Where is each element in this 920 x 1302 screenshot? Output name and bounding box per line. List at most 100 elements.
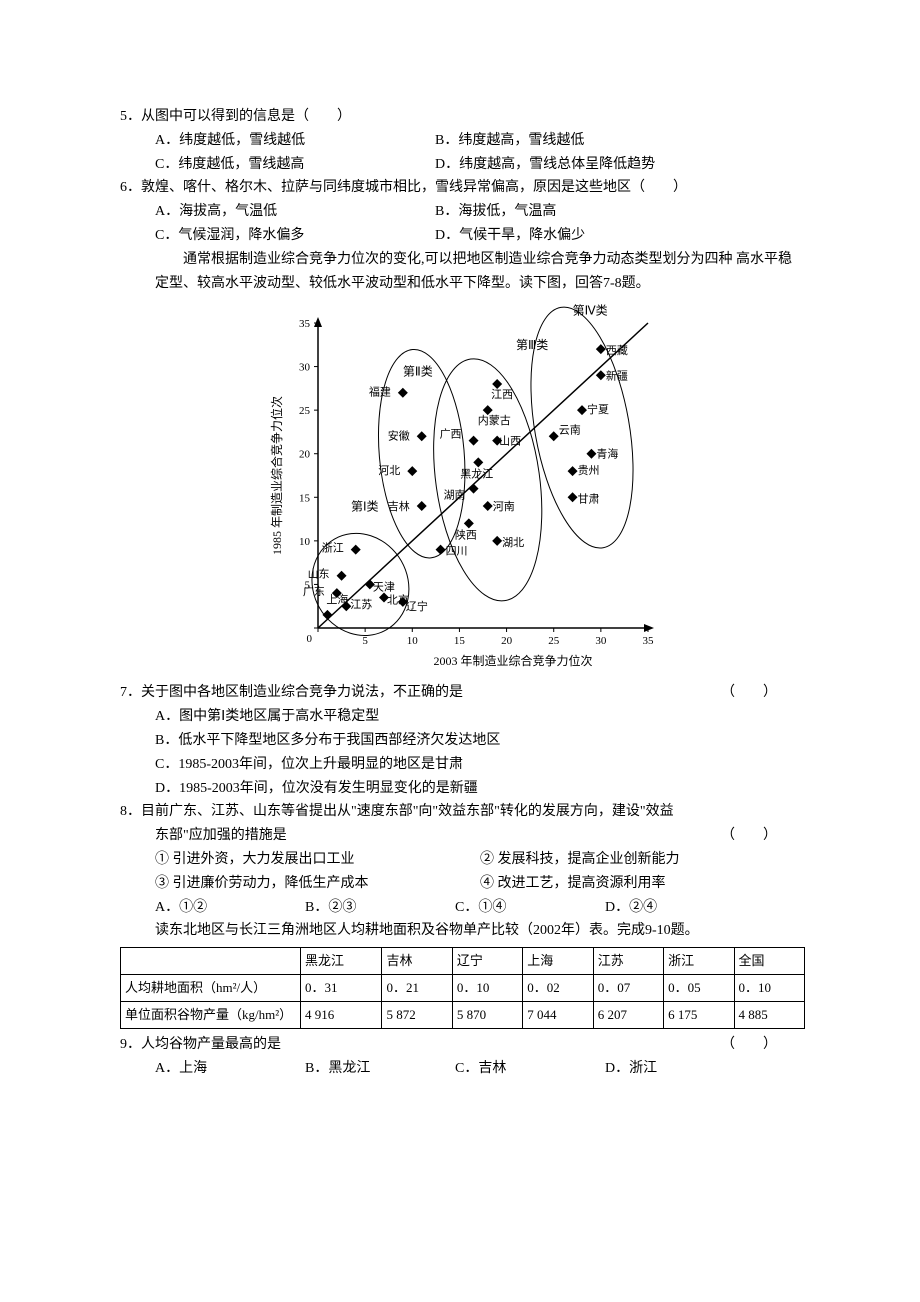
q8-item-4: ④ 改进工艺，提高资源利用率 bbox=[480, 872, 805, 896]
scatter-chart: 5101520253035510152025303502003 年制造业综合竞争… bbox=[120, 303, 805, 673]
svg-text:宁夏: 宁夏 bbox=[587, 403, 609, 417]
question-6-stem: 6．敦煌、喀什、格尔木、拉萨与同纬度城市相比，雪线异常偏高，原因是这些地区（ ） bbox=[120, 176, 805, 200]
svg-text:0: 0 bbox=[306, 633, 312, 645]
table-cell: 人均耕地面积（hm²/人） bbox=[121, 975, 301, 1002]
svg-text:河北: 河北 bbox=[378, 465, 400, 478]
svg-text:10: 10 bbox=[406, 635, 418, 647]
svg-text:湖北: 湖北 bbox=[502, 536, 524, 549]
svg-text:5: 5 bbox=[362, 635, 368, 647]
q8-items-row2: ③ 引进廉价劳动力，降低生产成本 ④ 改进工艺，提高资源利用率 bbox=[120, 872, 805, 896]
q7-option-b: B．低水平下降型地区多分布于我国西部经济欠发达地区 bbox=[120, 729, 805, 753]
table-cell: 4 916 bbox=[301, 1002, 382, 1029]
svg-text:湖南: 湖南 bbox=[443, 489, 465, 502]
svg-text:25: 25 bbox=[548, 635, 560, 647]
svg-text:第Ⅲ类: 第Ⅲ类 bbox=[516, 339, 548, 353]
svg-text:第Ⅰ类: 第Ⅰ类 bbox=[351, 500, 379, 514]
table-header-cell: 全国 bbox=[734, 948, 804, 975]
q7-stem-text: 7．关于图中各地区制造业综合竞争力说法，不正确的是 bbox=[120, 681, 463, 705]
table-header-cell: 上海 bbox=[523, 948, 593, 975]
q8-option-a: A．①② bbox=[155, 896, 305, 920]
table-cell: 0．10 bbox=[734, 975, 804, 1002]
svg-text:陕西: 陕西 bbox=[454, 528, 476, 542]
q6-row-cd: C．气候湿润，降水偏多 D．气候干旱，降水偏少 bbox=[120, 224, 805, 248]
q8-items-row1: ① 引进外资，大力发展出口工业 ② 发展科技，提高企业创新能力 bbox=[120, 848, 805, 872]
q8-option-b: B．②③ bbox=[305, 896, 455, 920]
svg-text:天津: 天津 bbox=[372, 581, 394, 594]
q5-option-c: C．纬度越低，雪线越高 bbox=[155, 153, 435, 177]
passage-2: 读东北地区与长江三角洲地区人均耕地面积及谷物单产比较（2002年）表。完成9-1… bbox=[120, 919, 805, 943]
table-cell: 6 207 bbox=[593, 1002, 663, 1029]
table-header-row: 黑龙江吉林辽宁上海江苏浙江全国 bbox=[121, 948, 805, 975]
q8-option-d: D．②④ bbox=[605, 896, 755, 920]
q8-option-c: C．①④ bbox=[455, 896, 605, 920]
table-row: 人均耕地面积（hm²/人）0．310．210．100．020．070．050．1… bbox=[121, 975, 805, 1002]
q5-row-ab: A．纬度越低，雪线越低 B．纬度越高，雪线越低 bbox=[120, 129, 805, 153]
question-9-stem: 9．人均谷物产量最高的是 （ ） bbox=[120, 1033, 805, 1057]
svg-text:云南: 云南 bbox=[558, 424, 580, 437]
q6-option-a: A．海拔高，气温低 bbox=[155, 200, 435, 224]
table-header-cell: 浙江 bbox=[664, 948, 734, 975]
q5-option-a: A．纬度越低，雪线越低 bbox=[155, 129, 435, 153]
svg-text:黑龙江: 黑龙江 bbox=[460, 468, 493, 481]
q7-option-d: D．1985-2003年间，位次没有发生明显变化的是新疆 bbox=[120, 777, 805, 801]
question-5-stem: 5．从图中可以得到的信息是（ ） bbox=[120, 105, 805, 129]
q9-paren: （ ） bbox=[721, 1033, 805, 1057]
svg-text:河南: 河南 bbox=[492, 500, 514, 513]
q7-paren: （ ） bbox=[721, 681, 805, 705]
svg-text:15: 15 bbox=[453, 635, 465, 647]
q8-item-3: ③ 引进廉价劳动力，降低生产成本 bbox=[155, 872, 480, 896]
svg-text:浙江: 浙江 bbox=[321, 542, 343, 555]
scatter-svg: 5101520253035510152025303502003 年制造业综合竞争… bbox=[263, 303, 663, 673]
svg-text:1985 年制造业综合竞争力位次: 1985 年制造业综合竞争力位次 bbox=[269, 396, 284, 555]
svg-text:青海: 青海 bbox=[596, 447, 618, 461]
svg-text:广西: 广西 bbox=[439, 428, 461, 441]
svg-text:35: 35 bbox=[299, 318, 311, 330]
q9-stem-text: 9．人均谷物产量最高的是 bbox=[120, 1033, 281, 1057]
question-8-stem-line1: 8．目前广东、江苏、山东等省提出从"速度东部"向"效益东部"转化的发展方向，建设… bbox=[120, 800, 805, 824]
svg-text:2003 年制造业综合竞争力位次: 2003 年制造业综合竞争力位次 bbox=[433, 653, 592, 668]
q8-options: A．①② B．②③ C．①④ D．②④ bbox=[120, 896, 805, 920]
q9-option-a: A．上海 bbox=[155, 1057, 305, 1081]
table-header-cell bbox=[121, 948, 301, 975]
svg-text:新疆: 新疆 bbox=[605, 369, 627, 383]
q5-option-d: D．纬度越高，雪线总体呈降低趋势 bbox=[435, 153, 805, 177]
table-cell: 4 885 bbox=[734, 1002, 804, 1029]
table-cell: 5 872 bbox=[382, 1002, 452, 1029]
svg-text:辽宁: 辽宁 bbox=[405, 599, 427, 613]
svg-text:10: 10 bbox=[299, 536, 311, 548]
table-cell: 0．31 bbox=[301, 975, 382, 1002]
table-cell: 6 175 bbox=[664, 1002, 734, 1029]
table-row: 单位面积谷物产量（kg/hm²）4 9165 8725 8707 0446 20… bbox=[121, 1002, 805, 1029]
q9-options: A．上海 B．黑龙江 C．吉林 D．浙江 bbox=[120, 1057, 805, 1081]
q8-item-2: ② 发展科技，提高企业创新能力 bbox=[480, 848, 805, 872]
svg-text:四川: 四川 bbox=[445, 546, 467, 558]
svg-text:内蒙古: 内蒙古 bbox=[477, 414, 510, 428]
table-cell: 5 870 bbox=[452, 1002, 522, 1029]
svg-text:30: 30 bbox=[299, 362, 311, 374]
svg-text:广东: 广东 bbox=[302, 586, 324, 599]
svg-text:山西: 山西 bbox=[499, 435, 521, 448]
table-header-cell: 江苏 bbox=[593, 948, 663, 975]
q7-option-c: C．1985-2003年间，位次上升最明显的地区是甘肃 bbox=[120, 753, 805, 777]
q8-paren: （ ） bbox=[721, 824, 805, 848]
table-cell: 单位面积谷物产量（kg/hm²） bbox=[121, 1002, 301, 1029]
q6-option-b: B．海拔低，气温高 bbox=[435, 200, 805, 224]
table-cell: 0．02 bbox=[523, 975, 593, 1002]
svg-text:西藏: 西藏 bbox=[605, 345, 627, 358]
question-8-stem-line2: 东部"应加强的措施是 （ ） bbox=[120, 824, 805, 848]
svg-text:安徽: 安徽 bbox=[387, 429, 409, 443]
table-cell: 0．07 bbox=[593, 975, 663, 1002]
q9-option-b: B．黑龙江 bbox=[305, 1057, 455, 1081]
q7-option-a: A．图中第Ⅰ类地区属于高水平稳定型 bbox=[120, 705, 805, 729]
q9-option-c: C．吉林 bbox=[455, 1057, 605, 1081]
q6-option-c: C．气候湿润，降水偏多 bbox=[155, 224, 435, 248]
svg-text:山东: 山东 bbox=[307, 568, 329, 581]
svg-text:20: 20 bbox=[501, 635, 513, 647]
svg-text:吉林: 吉林 bbox=[387, 499, 409, 513]
q5-row-cd: C．纬度越低，雪线越高 D．纬度越高，雪线总体呈降低趋势 bbox=[120, 153, 805, 177]
data-table: 黑龙江吉林辽宁上海江苏浙江全国 人均耕地面积（hm²/人）0．310．210．1… bbox=[120, 947, 805, 1029]
svg-text:甘肃: 甘肃 bbox=[577, 493, 599, 506]
svg-text:江西: 江西 bbox=[491, 388, 513, 401]
table-cell: 7 044 bbox=[523, 1002, 593, 1029]
passage-1: 通常根据制造业综合竞争力位次的变化,可以把地区制造业综合竞争力动态类型划分为四种… bbox=[120, 248, 805, 296]
